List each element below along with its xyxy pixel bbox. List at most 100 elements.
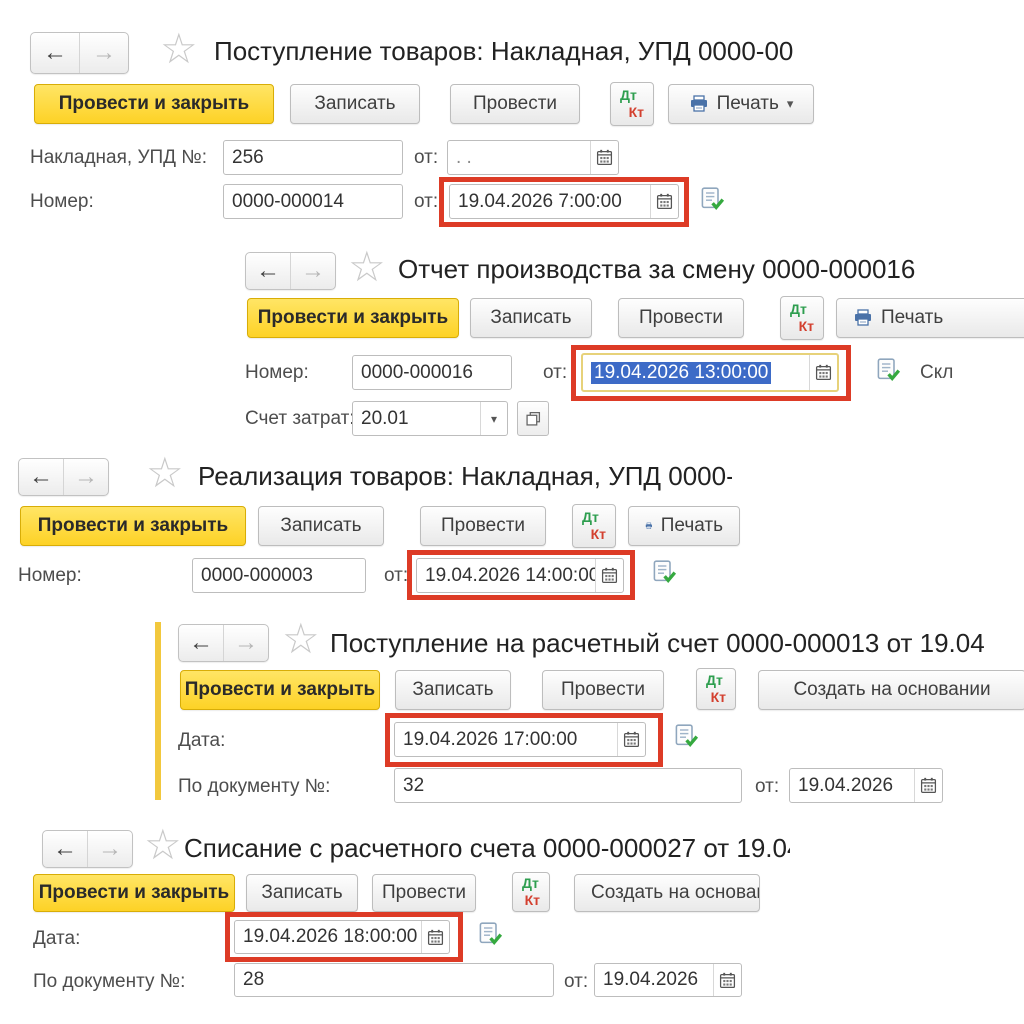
calendar-icon[interactable] (713, 964, 741, 996)
post-and-close-button[interactable]: Провести и закрыть (247, 298, 459, 338)
forward-button[interactable]: → (223, 625, 268, 661)
post-button[interactable]: Провести (450, 84, 580, 124)
cost-account-label: Счет затрат: (245, 408, 355, 429)
number-label: Номер: (30, 191, 94, 212)
date-input[interactable]: 19.04.2026 14:00:00 (416, 558, 624, 593)
print-button[interactable]: Печать ▾ (668, 84, 814, 124)
create-based-on-button[interactable]: Создать на основании (574, 874, 760, 912)
date-input[interactable]: 19.04.2026 18:00:00 (234, 920, 450, 954)
from-label: от: (543, 362, 568, 383)
from-date-input[interactable]: 19.04.2026 (594, 963, 742, 997)
invoice-number-input[interactable]: 256 (223, 140, 403, 175)
date-input-focused[interactable]: 19.04.2026 13:00:00 (581, 353, 839, 392)
doc-number-input[interactable]: 28 (234, 963, 554, 997)
calendar-icon[interactable] (421, 921, 449, 953)
nav-group: ← → (245, 252, 336, 290)
number-input[interactable]: 0000-000014 (223, 184, 403, 219)
date-input[interactable]: 19.04.2026 7:00:00 (449, 184, 679, 219)
nav-group: ← → (178, 624, 269, 662)
calendar-icon[interactable] (914, 769, 942, 802)
dtkt-button[interactable]: Дт Кт (610, 82, 654, 126)
from-label: от: (414, 147, 439, 168)
from-date-input[interactable]: 19.04.2026 (789, 768, 943, 803)
linked-document-icon[interactable] (700, 187, 725, 216)
yellow-marker-bar (155, 622, 161, 800)
doc2-title: Отчет производства за смену 0000-000016 (398, 254, 916, 284)
print-button[interactable]: Печать (836, 298, 1024, 338)
favorite-star-icon[interactable]: ☆ (348, 243, 386, 290)
forward-button[interactable]: → (87, 831, 132, 867)
dtkt-button[interactable]: Дт Кт (780, 296, 824, 340)
chevron-down-icon[interactable]: ▾ (480, 402, 507, 435)
linked-document-icon[interactable] (876, 358, 901, 387)
number-input[interactable]: 0000-000003 (192, 558, 366, 593)
write-button[interactable]: Записать (470, 298, 592, 338)
open-squares-icon (525, 411, 540, 426)
favorite-star-icon[interactable]: ☆ (146, 449, 184, 496)
from-label: от: (755, 776, 780, 797)
calendar-icon[interactable] (617, 723, 645, 756)
back-button[interactable]: ← (256, 257, 280, 284)
forward-button[interactable]: → (290, 253, 335, 289)
warehouse-label-truncated: Скл (920, 362, 954, 383)
nav-group: ← → (30, 32, 129, 74)
print-label: Печать (660, 515, 723, 536)
from-label: от: (384, 565, 409, 586)
number-label: Номер: (245, 362, 309, 383)
post-and-close-button[interactable]: Провести и закрыть (20, 506, 246, 546)
create-based-on-button[interactable]: Создать на основании (758, 670, 1024, 710)
doc-number-label: По документу №: (178, 776, 331, 797)
dtkt-button[interactable]: Дт Кт (696, 668, 736, 710)
write-button[interactable]: Записать (246, 874, 358, 912)
calendar-icon[interactable] (650, 185, 678, 218)
selected-text: 19.04.2026 13:00:00 (591, 361, 772, 384)
print-label: Печать (716, 93, 779, 114)
post-and-close-button[interactable]: Провести и закрыть (180, 670, 380, 710)
doc4-title: Поступление на расчетный счет 0000-00001… (330, 628, 985, 658)
post-button[interactable]: Провести (372, 874, 476, 912)
calendar-icon[interactable] (809, 355, 837, 390)
printer-icon (645, 522, 652, 529)
calendar-icon[interactable] (590, 141, 618, 174)
from-label: от: (564, 971, 589, 992)
write-button[interactable]: Записать (290, 84, 420, 124)
favorite-star-icon[interactable]: ☆ (144, 821, 182, 868)
linked-document-icon[interactable] (478, 922, 503, 951)
write-button[interactable]: Записать (258, 506, 384, 546)
favorite-star-icon[interactable]: ☆ (160, 25, 198, 72)
date-input[interactable]: 19.04.2026 17:00:00 (394, 722, 646, 757)
doc3-title: Реализация товаров: Накладная, УПД 0000-… (198, 461, 732, 491)
back-button[interactable]: ← (43, 39, 67, 66)
open-list-button[interactable] (517, 401, 549, 436)
invoice-date-input[interactable]: . . (447, 140, 619, 175)
number-label: Номер: (18, 565, 82, 586)
forward-button[interactable]: → (79, 33, 128, 73)
number-input[interactable]: 0000-000016 (352, 355, 512, 390)
post-button[interactable]: Провести (542, 670, 664, 710)
chevron-down-icon: ▾ (786, 96, 794, 111)
back-button[interactable]: ← (189, 629, 213, 656)
back-button[interactable]: ← (29, 463, 53, 490)
write-button[interactable]: Записать (395, 670, 511, 710)
post-and-close-button[interactable]: Провести и закрыть (34, 84, 274, 124)
doc1-title: Поступление товаров: Накладная, УПД 0000… (214, 36, 794, 66)
dtkt-button[interactable]: Дт Кт (572, 504, 616, 548)
dtkt-button[interactable]: Дт Кт (512, 872, 550, 912)
post-and-close-button[interactable]: Провести и закрыть (33, 874, 235, 912)
date-label: Дата: (178, 730, 226, 751)
favorite-star-icon[interactable]: ☆ (282, 615, 320, 662)
doc-number-label: По документу №: (33, 971, 186, 992)
linked-document-icon[interactable] (652, 560, 677, 589)
doc-number-input[interactable]: 32 (394, 768, 742, 803)
forward-button[interactable]: → (63, 459, 108, 495)
linked-document-icon[interactable] (674, 724, 699, 753)
post-button[interactable]: Провести (420, 506, 546, 546)
cost-account-combo[interactable]: 20.01 ▾ (352, 401, 508, 436)
doc5-title: Списание с расчетного счета 0000-000027 … (184, 833, 790, 863)
post-button[interactable]: Провести (618, 298, 744, 338)
printer-icon (690, 95, 707, 112)
print-button[interactable]: Печать (628, 506, 740, 546)
back-button[interactable]: ← (53, 835, 77, 862)
calendar-icon[interactable] (595, 559, 623, 592)
